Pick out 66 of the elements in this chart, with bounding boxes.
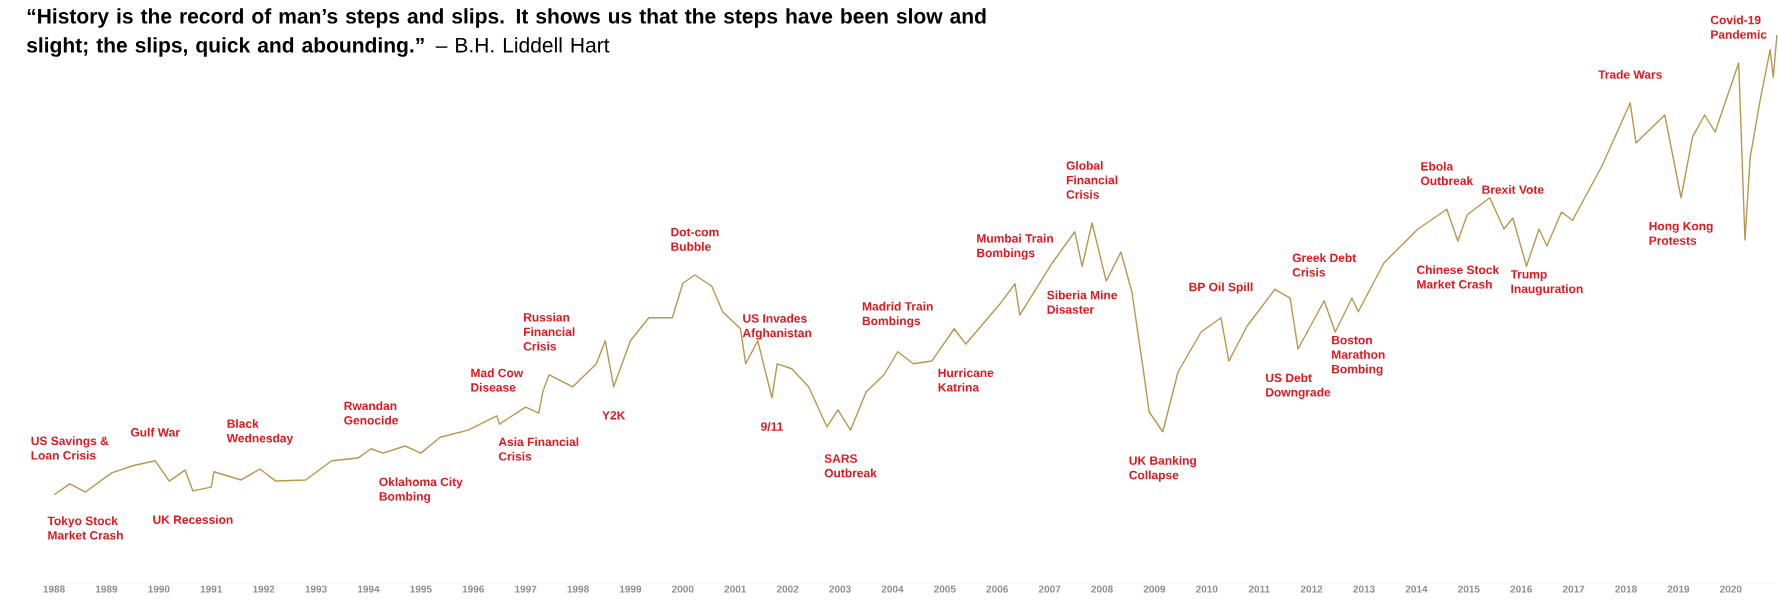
annotation: Trump Inauguration — [1510, 270, 1583, 296]
annotation: Mad Cow Disease — [471, 368, 524, 392]
x-tick-label: 1997 — [515, 585, 537, 593]
x-tick-label: 2003 — [829, 585, 851, 593]
x-tick-label: 2000 — [672, 585, 694, 593]
x-tick-label: 2020 — [1720, 585, 1742, 593]
annotation: Russian Financial Crisis — [523, 312, 575, 351]
x-tick-label: 2012 — [1300, 585, 1323, 593]
annotation: Covid-19 Pandemic — [1710, 15, 1767, 39]
x-tick-label: 1995 — [410, 585, 432, 593]
annotation: SARS Outbreak — [824, 454, 877, 478]
annotation: Trade Wars — [1598, 69, 1662, 79]
x-tick-label: 2005 — [934, 585, 956, 593]
annotation: Dot-com Bubble — [671, 227, 719, 251]
x-tick-label: 1994 — [357, 585, 380, 593]
x-tick-label: 1988 — [43, 585, 65, 593]
annotation: Greek Debt Crisis — [1292, 253, 1357, 277]
annotation: Y2K — [602, 411, 626, 420]
x-tick-label: 1991 — [200, 585, 223, 593]
x-tick-label: 2004 — [881, 585, 904, 593]
annotation: UK Recession — [153, 515, 233, 524]
x-tick-label: 2006 — [986, 585, 1008, 593]
x-tick-label: 2009 — [1143, 585, 1166, 593]
x-tick-label: 1990 — [148, 585, 170, 593]
x-tick-label: 2014 — [1405, 585, 1428, 593]
x-tick-label: 1993 — [305, 585, 327, 593]
annotation: Mumbai Train Bombings — [977, 233, 1053, 260]
annotation: Gulf War — [130, 427, 180, 437]
annotation: Madrid Train Bombings — [862, 301, 933, 328]
annotation: US Invades Afghanistan — [742, 313, 812, 340]
annotation: BP Oil Spill — [1189, 282, 1253, 294]
x-tick-label: 1989 — [95, 585, 118, 593]
x-tick-label: 1998 — [567, 585, 589, 593]
annotation: Hong Kong Protests — [1649, 221, 1713, 245]
annotation: Asia Financial Crisis — [498, 437, 579, 461]
x-tick-label: 2019 — [1667, 585, 1690, 593]
annotation: US Savings & Loan Crisis — [31, 436, 109, 460]
annotation: US Debt Downgrade — [1266, 373, 1331, 399]
x-tick-label: 2015 — [1458, 585, 1480, 593]
x-tick-label: 2002 — [776, 585, 799, 593]
x-tick-label: 2008 — [1091, 585, 1113, 593]
x-tick-label: 2010 — [1196, 585, 1218, 593]
annotation: Ebola Outbreak — [1420, 161, 1474, 186]
x-tick-label: 1996 — [462, 585, 484, 593]
x-tick-label: 2018 — [1615, 585, 1637, 593]
annotation: Rwandan Genocide — [344, 401, 398, 425]
x-tick-label: 2007 — [1038, 585, 1061, 593]
annotation: Boston Marathon Bombing — [1332, 335, 1385, 376]
x-tick-label: 1992 — [253, 585, 275, 593]
annotation: Global Financial Crisis — [1066, 160, 1118, 199]
annotation: Hurricane Katrina — [938, 368, 994, 392]
x-tick-label: 2016 — [1510, 585, 1532, 593]
annotation: Black Wednesday — [226, 419, 294, 445]
annotation: Chinese Stock Market Crash — [1416, 265, 1500, 289]
x-tick-label: 2013 — [1353, 585, 1375, 593]
annotation: Siberia Mine Disaster — [1047, 290, 1118, 314]
annotation: Brexit Vote — [1482, 185, 1544, 194]
annotation: UK Banking Collapse — [1129, 455, 1196, 482]
annotation: Oklahoma City Bombing — [379, 477, 463, 504]
x-tick-label: 1999 — [619, 585, 642, 593]
x-tick-label: 2017 — [1562, 585, 1585, 593]
chart-title: “History is the record of man’s steps and slips. It shows us that the steps have been slow and slight; the slips, quick and abounding.” – B.H. Liddell Hart — [26, 8, 986, 57]
x-tick-label: 2001 — [724, 585, 747, 593]
annotation: Tokyo Stock Market Crash — [47, 516, 123, 540]
annotation: 9/11 — [760, 421, 783, 431]
x-tick-label: 2011 — [1248, 585, 1270, 593]
